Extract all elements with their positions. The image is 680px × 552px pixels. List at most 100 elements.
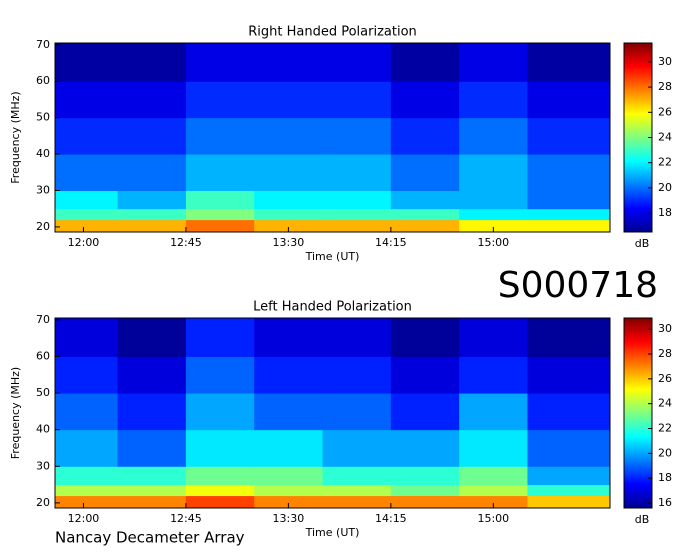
colorbar-tick-label: 22 [658, 422, 672, 435]
y-tick-label: 70 [36, 38, 50, 51]
heatmap-cell [185, 466, 255, 486]
heatmap-cell [185, 484, 255, 497]
heatmap-cell [390, 81, 460, 119]
heatmap-cell [459, 43, 528, 82]
heatmap-cell [254, 190, 324, 210]
heatmap-cell [254, 154, 324, 191]
heatmap-cell [459, 356, 528, 394]
heatmap-cell [527, 190, 611, 210]
heatmap-cell [55, 117, 119, 155]
heatmap-cell [322, 154, 392, 191]
colorbar-tick-label: 26 [658, 372, 672, 385]
heatmap-cell [390, 429, 460, 467]
chart-title: Right Handed Polarization [248, 25, 417, 40]
y-tick-label: 20 [36, 220, 50, 233]
y-tick-label: 40 [36, 423, 50, 436]
heatmap-cell [322, 208, 392, 221]
heatmap-cell [117, 484, 187, 497]
x-axis-title: Time (UT) [305, 526, 360, 539]
heatmap-cell [254, 356, 324, 394]
heatmap-cell [459, 154, 528, 191]
heatmap-cell [185, 356, 255, 394]
colorbar-tick-label: 20 [658, 181, 672, 194]
heatmap-cell [390, 190, 460, 210]
heatmap-cell [322, 356, 392, 394]
colorbar-tick-label: 22 [658, 156, 672, 169]
x-tick-label: 14:15 [375, 236, 407, 249]
heatmap-cell [55, 190, 119, 210]
heatmap-cell [459, 393, 528, 431]
heatmap-cell [254, 429, 324, 467]
heatmap-cell [117, 43, 187, 82]
heatmap-cell [55, 429, 119, 467]
heatmap-cell [459, 429, 528, 467]
heatmap-cell [185, 208, 255, 221]
heatmap-cell [55, 318, 119, 357]
heatmap-cell [459, 318, 528, 357]
heatmap-cell [322, 484, 392, 497]
heatmap-cell [527, 208, 611, 221]
heatmap-cell [117, 356, 187, 394]
heatmap-cell [390, 154, 460, 191]
heatmap-cell [390, 393, 460, 431]
colorbar [623, 42, 653, 233]
colorbar-tick-label: 24 [658, 397, 672, 410]
y-tick-label: 30 [36, 183, 50, 196]
heatmap-cell [55, 43, 119, 82]
heatmap-cell [185, 429, 255, 467]
heatmap-cell [459, 484, 528, 497]
colorbar [623, 317, 653, 509]
x-axis-title: Time (UT) [305, 250, 360, 263]
y-axis-title: Frequency (MHz) [9, 91, 22, 183]
heatmap-cell [117, 219, 187, 233]
y-tick-label: 60 [36, 349, 50, 362]
heatmap-cell [390, 356, 460, 394]
y-tick-label: 50 [36, 111, 50, 124]
colorbar-tick-label: 18 [658, 471, 672, 484]
heatmap-cell [322, 190, 392, 210]
heatmap-cell [117, 117, 187, 155]
heatmap-cell [527, 117, 611, 155]
heatmap-cell [55, 208, 119, 221]
heatmap-cell [117, 190, 187, 210]
y-tick-label: 60 [36, 74, 50, 87]
heatmap-cell [254, 484, 324, 497]
heatmap-cell [55, 356, 119, 394]
heatmap-cell [185, 495, 255, 509]
heatmap-cell [254, 117, 324, 155]
heatmap-cell [390, 219, 460, 233]
heatmap-cell [459, 466, 528, 486]
heatmap-cell [254, 318, 324, 357]
heatmap-cell [527, 356, 611, 394]
heatmap-cell [322, 81, 392, 119]
heatmap-cell [322, 43, 392, 82]
heatmap-cell [322, 219, 392, 233]
heatmap-cell [117, 466, 187, 486]
colorbar-tick-label: 18 [658, 206, 672, 219]
heatmap-cell [322, 429, 392, 467]
heatmap-cell [117, 318, 187, 357]
heatmap-cell [322, 393, 392, 431]
colorbar-tick-label: 16 [658, 496, 672, 509]
colorbar-tick-label: 24 [658, 131, 672, 144]
heatmap-cell [55, 154, 119, 191]
plot-frame [54, 42, 611, 233]
colorbar-tick-label: 28 [658, 347, 672, 360]
heatmap-cell [55, 466, 119, 486]
heatmap-cell [390, 208, 460, 221]
heatmap-cell [55, 393, 119, 431]
heatmap-cell [527, 393, 611, 431]
heatmap-cell [390, 318, 460, 357]
heatmap-cell [254, 81, 324, 119]
heatmap-cell [390, 495, 460, 509]
y-tick-label: 50 [36, 386, 50, 399]
heatmap-cell [117, 429, 187, 467]
colorbar-label: dB [635, 513, 650, 526]
spectrum-id: S000718 [498, 265, 658, 306]
heatmap-cell [185, 43, 255, 82]
colorbar-tick-label: 28 [658, 80, 672, 93]
heatmap-cell [459, 81, 528, 119]
y-axis-title: Frequency (MHz) [9, 367, 22, 459]
heatmap-cell [527, 495, 611, 509]
y-tick-label: 40 [36, 147, 50, 160]
